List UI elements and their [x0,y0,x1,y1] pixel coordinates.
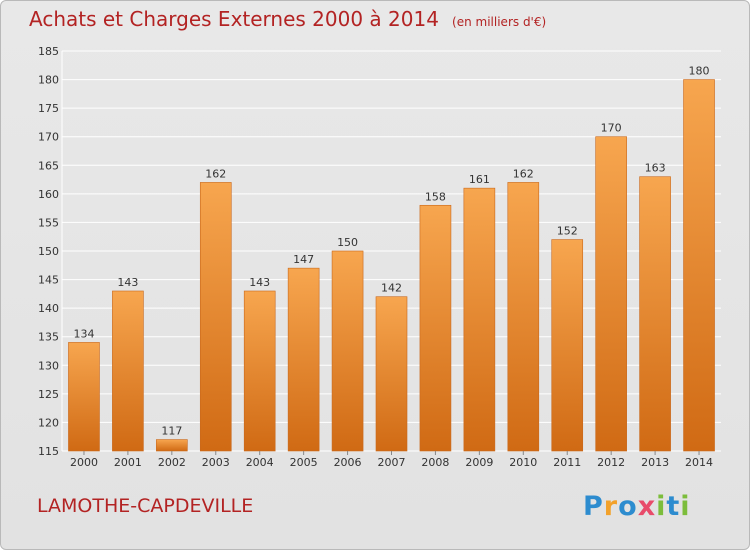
logo-letter: x [637,491,657,522]
y-tick-label: 125 [38,388,59,401]
bar [419,204,452,452]
x-tick-label: 2002 [158,456,186,469]
logo-letter: i [680,491,691,522]
data-label: 180 [689,65,710,78]
data-labels: 134 143 117 162 143 147 150 142 158 161 162 152 170 1… [73,65,709,438]
bar [595,136,627,452]
y-tick-label: 180 [38,74,59,87]
data-label: 147 [293,253,314,266]
y-tick-label: 145 [38,274,59,287]
y-tick-label: 140 [38,302,59,315]
logo-letter: P [583,491,604,522]
logo-letter: i [656,491,667,522]
y-tick-label: 150 [38,245,59,258]
logo-letter: r [603,491,619,522]
y-tick-label: 155 [38,216,59,229]
data-label: 158 [425,190,446,203]
proxiti-logo: Proxiti [583,491,691,522]
x-tick-label: 2001 [114,456,142,469]
bar [243,290,276,452]
data-label: 170 [601,122,622,135]
logo-letter: o [618,491,638,522]
y-tick-label: 120 [38,416,59,429]
bar [112,290,144,452]
y-tick-label: 115 [38,445,59,458]
x-tick-label: 2004 [246,456,274,469]
chart-title: Achats et Charges Externes 2000 à 2014 [29,7,439,31]
data-label: 143 [249,276,270,289]
bar [156,439,188,452]
data-label: 150 [337,236,358,249]
x-tick-label: 2000 [70,456,98,469]
bar [199,182,232,452]
data-label: 163 [645,162,666,175]
x-tick-label: 2009 [465,456,493,469]
y-tick-label: 135 [38,331,59,344]
bar [551,239,584,452]
x-tick-label: 2012 [597,456,625,469]
data-label: 152 [557,225,578,238]
chart-unit: (en milliers d'€) [452,15,547,29]
y-tick-label: 160 [38,188,59,201]
bar [375,296,408,452]
x-tick-label: 2003 [202,456,230,469]
y-tick-label: 130 [38,359,59,372]
x-tick-label: 2008 [421,456,449,469]
bar [68,342,100,452]
bar [331,250,364,452]
x-tick-label: 2011 [553,456,581,469]
x-tick-label: 2010 [509,456,537,469]
bar [287,267,320,452]
data-label: 143 [117,276,138,289]
y-tick-label: 165 [38,159,59,172]
commune-name: LAMOTHE-CAPDEVILLE [37,495,254,517]
chart-title-block: Achats et Charges Externes 2000 à 2014 (… [29,7,546,31]
x-tick-label: 2014 [685,456,713,469]
data-label: 162 [513,167,534,180]
data-label: 162 [205,167,226,180]
data-label: 142 [381,282,402,295]
bar [683,79,715,452]
data-label: 161 [469,173,490,186]
bar [639,176,671,452]
y-tick-label: 175 [38,102,59,115]
x-tick-label: 2006 [334,456,362,469]
y-tick-label: 185 [38,45,59,58]
y-axis-ticks: 115 120 125 130 135 140 145 150 155 160 165 170 175 1… [38,45,59,458]
data-label: 117 [161,425,182,438]
x-tick-label: 2005 [290,456,318,469]
bar [507,182,540,452]
bar [463,187,496,452]
x-tick-label: 2007 [378,456,406,469]
y-tick-label: 170 [38,131,59,144]
data-label: 134 [73,327,94,340]
x-axis-ticks: 2000 2001 2002 2003 2004 2005 2006 2007 2008 2009… [70,451,713,469]
bars [68,79,715,452]
x-tick-label: 2013 [641,456,669,469]
logo-letter: t [666,491,681,522]
